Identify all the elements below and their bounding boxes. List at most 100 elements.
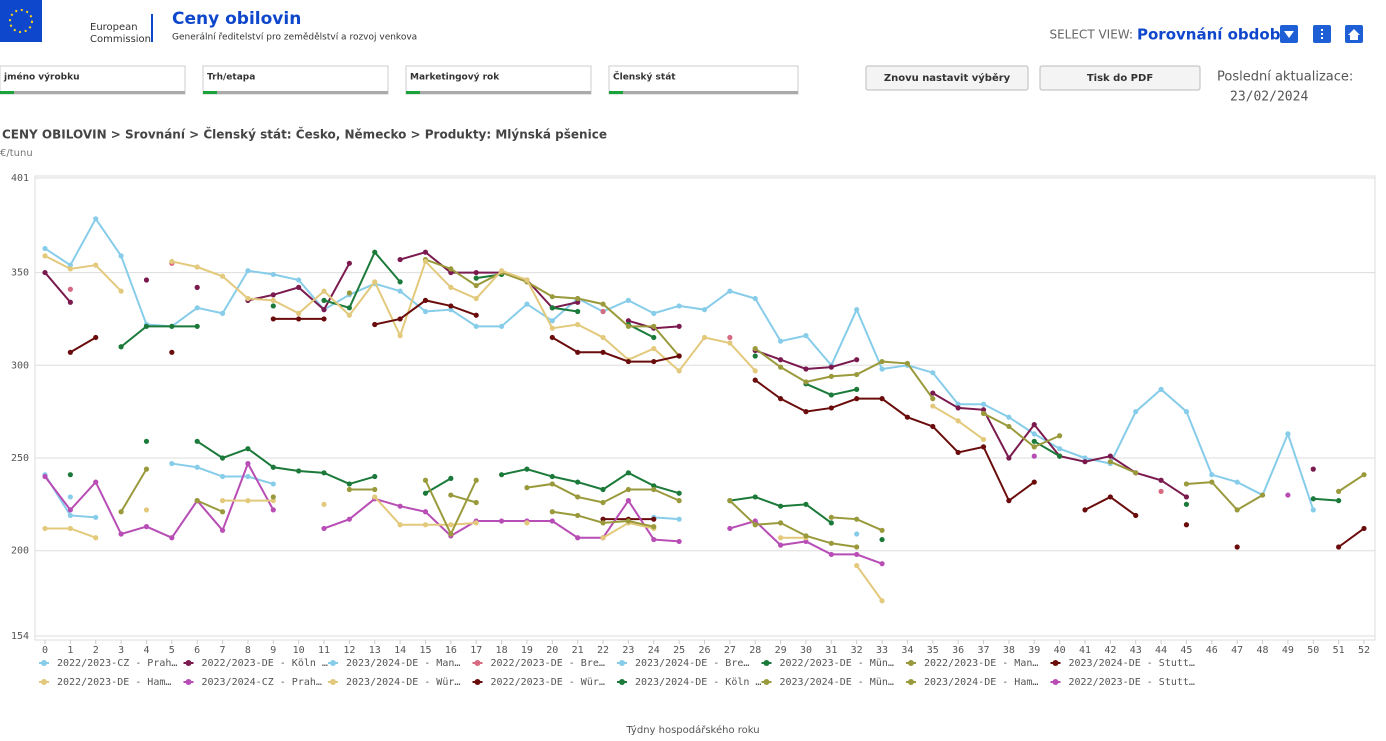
legend-label[interactable]: 2023/2024-DE - Stutt… — [1069, 658, 1195, 669]
x-tick-label: 28 — [749, 645, 761, 656]
point — [854, 562, 860, 569]
legend-label[interactable]: 2023/2024-DE - Wür… — [346, 677, 460, 688]
point — [1082, 507, 1088, 513]
point — [651, 483, 657, 489]
eu-flag — [0, 0, 42, 42]
x-tick-label: 16 — [445, 645, 457, 656]
legend-label[interactable]: 2022/2023-CZ - Prah… — [57, 658, 177, 669]
point — [549, 305, 555, 311]
point — [854, 386, 860, 392]
legend-swatch — [41, 660, 47, 666]
legend-label[interactable]: 2022/2023-DE - Ham… — [57, 677, 171, 688]
point — [143, 323, 150, 329]
point — [270, 498, 276, 504]
point — [143, 277, 150, 283]
point — [600, 486, 606, 493]
point — [321, 501, 327, 507]
point — [625, 323, 632, 329]
point — [67, 512, 73, 519]
x-tick-label: 48 — [1257, 645, 1269, 656]
point — [676, 538, 682, 545]
point — [980, 407, 987, 413]
legend-label[interactable]: 2022/2023-DE - Mün… — [780, 658, 894, 669]
x-tick-label: 3 — [118, 645, 124, 656]
point — [1006, 423, 1012, 430]
point — [752, 295, 758, 302]
point — [219, 273, 226, 279]
legend-swatch — [763, 679, 770, 685]
legend-label[interactable]: 2023/2024-CZ - Prah… — [202, 677, 322, 688]
point — [600, 308, 606, 315]
point — [651, 358, 657, 365]
point — [498, 323, 505, 329]
legend-label[interactable]: 2023/2024-DE - Ham… — [924, 677, 1038, 688]
filter-box[interactable] — [0, 65, 186, 95]
point — [1183, 501, 1190, 507]
point — [1031, 444, 1037, 450]
x-tick-label: 51 — [1333, 645, 1345, 656]
point — [143, 466, 150, 472]
filter-bar — [203, 91, 388, 94]
point — [575, 321, 581, 328]
filter-bar — [0, 91, 185, 94]
point — [245, 473, 251, 480]
point — [549, 318, 555, 324]
series-line — [1033, 440, 1061, 458]
unit-label: €/tunu — [0, 148, 33, 159]
point — [828, 551, 834, 558]
x-tick-label: 6 — [194, 645, 200, 656]
series-line — [1109, 460, 1137, 474]
legend-label[interactable]: 2022/2023-DE - Wür… — [491, 677, 605, 688]
series-line — [424, 477, 452, 495]
point — [296, 468, 302, 474]
point — [1361, 525, 1367, 532]
reset-button[interactable] — [865, 65, 1029, 91]
point — [575, 349, 581, 355]
point — [777, 520, 784, 526]
point — [524, 485, 530, 491]
point — [1031, 431, 1037, 437]
series-line — [754, 347, 934, 400]
legend-label[interactable]: 2022/2023-DE - Köln … — [202, 658, 328, 669]
series-line — [501, 468, 680, 495]
point — [194, 323, 200, 329]
select-value[interactable]: Porovnání období — [1137, 26, 1286, 44]
legend-label[interactable]: 2022/2023-DE - Stutt… — [1069, 677, 1195, 688]
point — [803, 379, 809, 385]
legend-label[interactable]: 2023/2024-DE - Köln … — [635, 677, 761, 688]
legend-label[interactable]: 2023/2024-DE - Bre… — [635, 658, 749, 669]
point — [219, 527, 226, 533]
point — [549, 325, 555, 331]
x-tick-label: 7 — [220, 645, 226, 656]
point — [727, 340, 733, 346]
series-line — [44, 254, 122, 292]
filter-box[interactable] — [608, 65, 799, 95]
series-line — [1186, 481, 1264, 512]
filter-box[interactable] — [202, 65, 389, 95]
point — [752, 377, 758, 383]
print-button[interactable] — [1039, 65, 1201, 91]
point — [803, 333, 809, 339]
point — [422, 308, 429, 315]
point — [473, 499, 479, 506]
point — [321, 525, 327, 532]
point — [346, 290, 352, 296]
legend-label[interactable]: 2022/2023-DE - Bre… — [491, 658, 605, 669]
point — [42, 525, 48, 532]
legend-label[interactable]: 2023/2024-DE - Mün… — [780, 677, 894, 688]
point — [879, 536, 885, 543]
app-title: Ceny obilovin — [172, 9, 301, 29]
point — [93, 514, 99, 520]
point — [372, 321, 378, 328]
legend-label[interactable]: 2022/2023-DE - Man… — [924, 658, 1038, 669]
series-line — [983, 412, 1061, 449]
legend-label[interactable]: 2023/2024-DE - Man… — [346, 658, 460, 669]
eu-stars — [9, 9, 33, 33]
point — [118, 253, 124, 259]
point — [397, 333, 403, 339]
point — [727, 525, 733, 532]
point — [676, 353, 682, 359]
point — [625, 318, 632, 324]
legend-swatch — [763, 660, 770, 666]
point — [651, 516, 657, 522]
